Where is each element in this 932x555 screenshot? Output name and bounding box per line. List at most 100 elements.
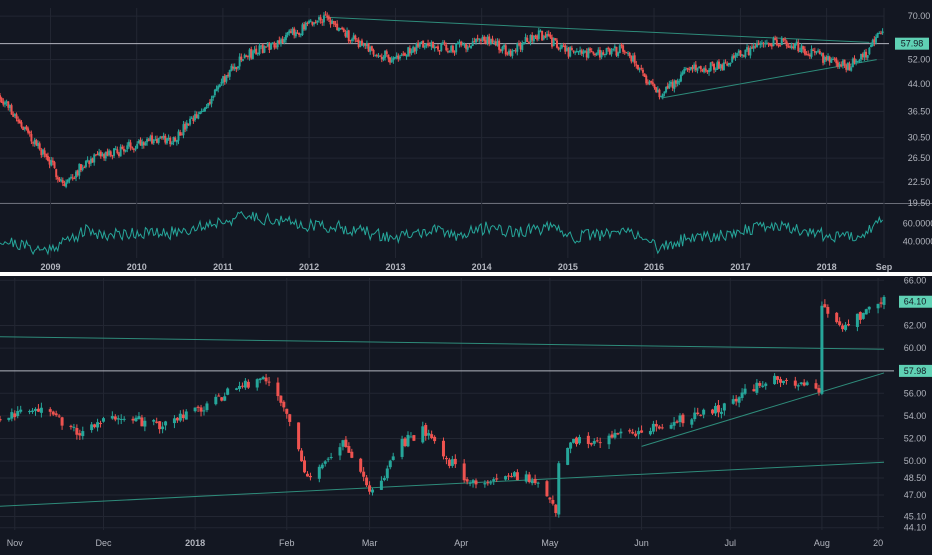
candle-body: [30, 133, 33, 142]
candle-body: [121, 146, 124, 149]
candle-body: [39, 407, 43, 413]
candle-body: [817, 388, 821, 393]
candle-body: [572, 438, 576, 443]
candle-body: [861, 312, 865, 319]
candle-body: [202, 410, 206, 412]
candle-body: [253, 49, 256, 52]
candle-body: [304, 22, 307, 30]
candle-body: [5, 101, 8, 103]
candle-body: [63, 184, 66, 187]
candle-body: [342, 28, 345, 32]
candle-body: [633, 55, 636, 64]
candle-body: [341, 440, 345, 447]
candle-body: [527, 42, 530, 44]
bottom-price-axis[interactable]: 66.00 62.00 60.00 56.00 54.00 52.00 50.00 48.50…: [899, 275, 932, 533]
candle-body: [164, 135, 167, 143]
candle-body: [0, 98, 3, 103]
candle-body: [841, 325, 845, 330]
candle-body: [818, 51, 821, 54]
panel-separator[interactable]: [0, 272, 932, 276]
candle-body: [300, 450, 304, 462]
candle-body: [68, 177, 71, 181]
candle-body: [142, 142, 145, 146]
candle-body: [387, 54, 390, 59]
candle-body: [322, 15, 325, 23]
candle-body: [864, 309, 868, 315]
candle-body: [78, 433, 82, 436]
trendline[interactable]: [0, 336, 885, 350]
candle-body: [246, 381, 250, 388]
candle-body: [385, 468, 389, 479]
candle-body: [140, 417, 144, 427]
candle-body: [751, 47, 754, 49]
candle-body: [332, 20, 335, 25]
candle-body: [365, 43, 368, 47]
candle-body: [592, 52, 595, 54]
candle-body: [266, 42, 269, 47]
candle-body: [2, 101, 5, 105]
candle-body: [270, 42, 273, 50]
candle-body: [288, 414, 292, 422]
trendline[interactable]: [323, 16, 870, 43]
time-tick-label: Aug: [814, 538, 830, 548]
top-price-axis[interactable]: 70.00 52.00 44.00 36.50 30.50 26.50 22.50 19.50…: [895, 11, 930, 208]
candle-body: [90, 424, 94, 431]
candle-body: [669, 424, 673, 429]
time-tick-label: 2016: [644, 262, 664, 272]
candle-body: [598, 50, 601, 58]
bottom-time-axis[interactable]: Nov Dec 2018 Feb Mar Apr May Jun Jul Aug 20: [7, 538, 883, 548]
top-panel-grid: [0, 8, 932, 258]
candle-body: [220, 81, 223, 84]
candle-body: [565, 48, 568, 52]
candle-body: [273, 42, 276, 48]
candle-body: [357, 39, 360, 48]
price-tick-label: 30.50: [908, 133, 931, 143]
candle-body: [860, 53, 863, 60]
candle-body: [76, 170, 79, 176]
candle-body: [122, 148, 125, 152]
candle-body: [780, 38, 783, 46]
candle-body: [169, 137, 172, 145]
bottom-panel-drawings[interactable]: [0, 336, 894, 507]
candle-body: [764, 43, 767, 45]
candle-body: [698, 66, 701, 68]
candle-body: [233, 66, 236, 70]
candle-body: [823, 304, 827, 308]
candle-body: [54, 413, 58, 416]
candle-body: [215, 88, 218, 91]
candle-body: [508, 50, 511, 55]
price-tick-label: 45.10: [904, 511, 927, 521]
candle-body: [48, 409, 52, 412]
trendline[interactable]: [641, 372, 885, 447]
candle-body: [789, 46, 792, 48]
candle-body: [752, 389, 756, 392]
candle-body: [507, 475, 511, 477]
candle-body: [530, 480, 534, 484]
candle-body: [93, 154, 96, 163]
candle-body: [592, 441, 596, 444]
candle-body: [222, 76, 225, 83]
candle-body: [394, 57, 397, 59]
candle-body: [179, 132, 182, 136]
time-tick-label: May: [541, 538, 559, 548]
candle-body: [478, 38, 481, 40]
candle-body: [187, 123, 190, 126]
candle-body: [784, 39, 787, 41]
trendline[interactable]: [0, 461, 885, 507]
candle-body: [213, 89, 216, 96]
candle-body: [430, 42, 433, 47]
candle-body: [116, 149, 119, 154]
top-time-axis[interactable]: 2009 2010 2011 2012 2013 2014 2015 2016 2017 2018…: [41, 262, 893, 272]
candle-body: [248, 49, 251, 58]
candle-body: [594, 53, 596, 55]
candle-body: [75, 171, 78, 178]
candle-body: [693, 412, 697, 420]
candle-body: [88, 160, 91, 165]
candle-body: [341, 27, 344, 29]
candle-body: [638, 68, 641, 70]
candle-body: [374, 54, 377, 56]
price-tick-label: 70.00: [908, 11, 931, 21]
candle-body: [841, 60, 844, 66]
